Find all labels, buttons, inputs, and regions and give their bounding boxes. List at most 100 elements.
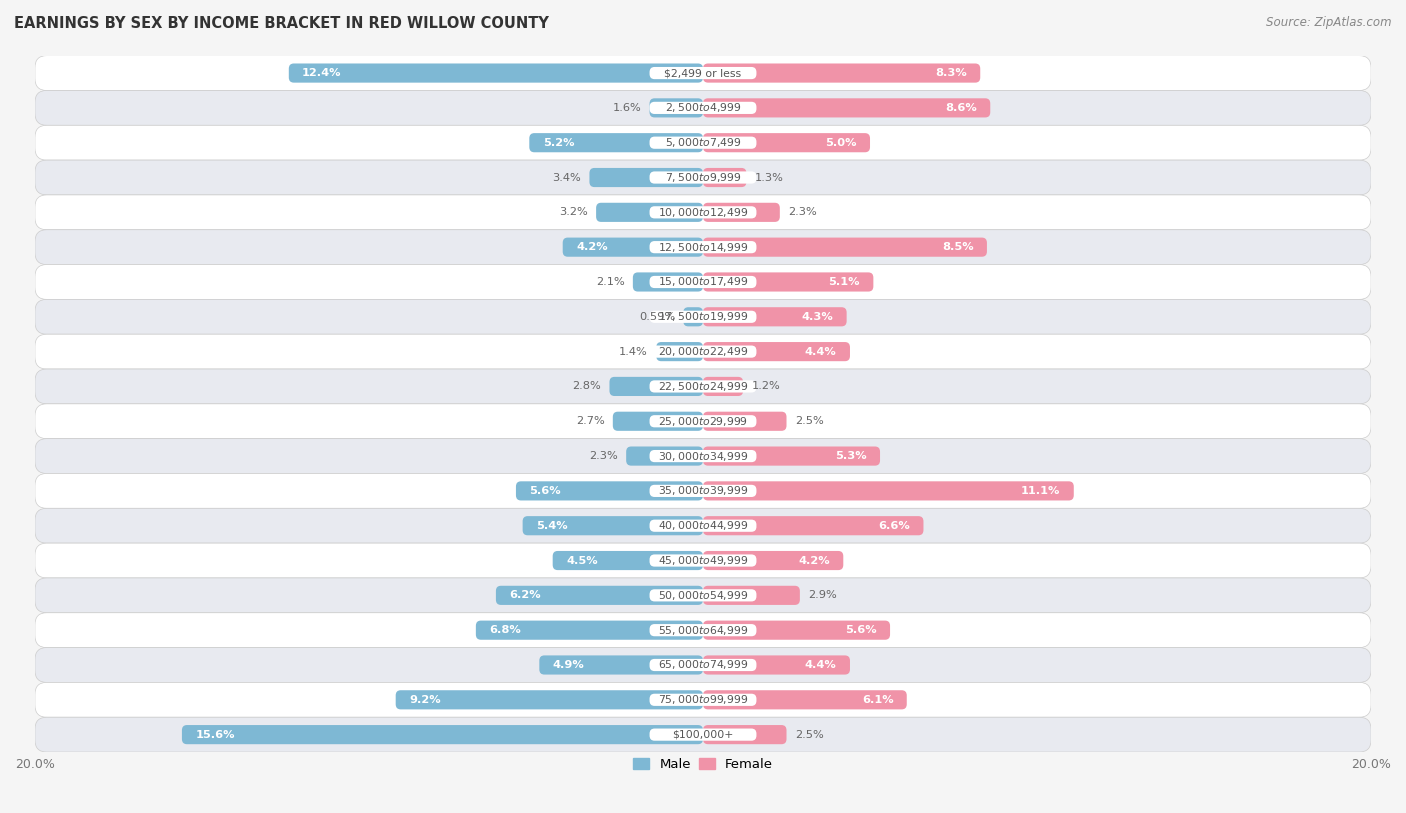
Text: $2,500 to $4,999: $2,500 to $4,999 [665, 102, 741, 115]
Text: 6.8%: 6.8% [489, 625, 522, 635]
FancyBboxPatch shape [35, 404, 1371, 439]
Text: $5,000 to $7,499: $5,000 to $7,499 [665, 137, 741, 150]
FancyBboxPatch shape [650, 415, 756, 428]
Text: Source: ZipAtlas.com: Source: ZipAtlas.com [1267, 16, 1392, 29]
Text: 8.3%: 8.3% [935, 68, 967, 78]
FancyBboxPatch shape [35, 195, 1371, 230]
Text: $50,000 to $54,999: $50,000 to $54,999 [658, 589, 748, 602]
Text: 2.3%: 2.3% [589, 451, 617, 461]
Text: 1.4%: 1.4% [619, 346, 648, 357]
Text: 5.2%: 5.2% [543, 137, 574, 148]
FancyBboxPatch shape [650, 450, 756, 462]
FancyBboxPatch shape [562, 237, 703, 257]
Text: 9.2%: 9.2% [409, 695, 440, 705]
FancyBboxPatch shape [529, 133, 703, 152]
Text: $22,500 to $24,999: $22,500 to $24,999 [658, 380, 748, 393]
Text: $30,000 to $34,999: $30,000 to $34,999 [658, 450, 748, 463]
Text: 0.59%: 0.59% [638, 312, 675, 322]
FancyBboxPatch shape [650, 98, 703, 117]
Text: EARNINGS BY SEX BY INCOME BRACKET IN RED WILLOW COUNTY: EARNINGS BY SEX BY INCOME BRACKET IN RED… [14, 16, 548, 31]
FancyBboxPatch shape [703, 168, 747, 187]
Text: 1.3%: 1.3% [755, 172, 783, 182]
FancyBboxPatch shape [35, 125, 1371, 160]
Text: $40,000 to $44,999: $40,000 to $44,999 [658, 520, 748, 533]
Text: $100,000+: $100,000+ [672, 729, 734, 740]
FancyBboxPatch shape [181, 725, 703, 744]
FancyBboxPatch shape [540, 655, 703, 675]
FancyBboxPatch shape [703, 551, 844, 570]
Text: 2.7%: 2.7% [575, 416, 605, 426]
Text: $75,000 to $99,999: $75,000 to $99,999 [658, 693, 748, 706]
Text: 4.9%: 4.9% [553, 660, 585, 670]
FancyBboxPatch shape [650, 67, 756, 79]
FancyBboxPatch shape [613, 411, 703, 431]
Text: $20,000 to $22,499: $20,000 to $22,499 [658, 345, 748, 358]
Text: $45,000 to $49,999: $45,000 to $49,999 [658, 554, 748, 567]
FancyBboxPatch shape [703, 133, 870, 152]
Text: $55,000 to $64,999: $55,000 to $64,999 [658, 624, 748, 637]
Text: 3.4%: 3.4% [553, 172, 581, 182]
FancyBboxPatch shape [35, 55, 1371, 90]
Text: 3.2%: 3.2% [560, 207, 588, 217]
Text: 4.3%: 4.3% [801, 312, 834, 322]
Text: 1.6%: 1.6% [613, 103, 641, 113]
FancyBboxPatch shape [650, 728, 756, 741]
FancyBboxPatch shape [703, 655, 851, 675]
FancyBboxPatch shape [703, 725, 786, 744]
FancyBboxPatch shape [35, 369, 1371, 404]
FancyBboxPatch shape [35, 160, 1371, 195]
FancyBboxPatch shape [589, 168, 703, 187]
Text: 4.4%: 4.4% [804, 346, 837, 357]
Text: 4.5%: 4.5% [567, 555, 598, 566]
Text: $17,500 to $19,999: $17,500 to $19,999 [658, 311, 748, 324]
Text: 15.6%: 15.6% [195, 729, 235, 740]
FancyBboxPatch shape [650, 276, 756, 288]
FancyBboxPatch shape [516, 481, 703, 501]
FancyBboxPatch shape [475, 620, 703, 640]
Text: $10,000 to $12,499: $10,000 to $12,499 [658, 206, 748, 219]
FancyBboxPatch shape [35, 334, 1371, 369]
FancyBboxPatch shape [35, 648, 1371, 682]
FancyBboxPatch shape [35, 717, 1371, 752]
FancyBboxPatch shape [553, 551, 703, 570]
Text: $65,000 to $74,999: $65,000 to $74,999 [658, 659, 748, 672]
FancyBboxPatch shape [703, 516, 924, 535]
FancyBboxPatch shape [703, 202, 780, 222]
FancyBboxPatch shape [35, 543, 1371, 578]
FancyBboxPatch shape [703, 411, 786, 431]
FancyBboxPatch shape [657, 342, 703, 361]
Text: $35,000 to $39,999: $35,000 to $39,999 [658, 485, 748, 498]
Text: 2.9%: 2.9% [808, 590, 837, 600]
FancyBboxPatch shape [650, 241, 756, 254]
FancyBboxPatch shape [35, 508, 1371, 543]
FancyBboxPatch shape [703, 272, 873, 292]
FancyBboxPatch shape [35, 613, 1371, 648]
FancyBboxPatch shape [596, 202, 703, 222]
FancyBboxPatch shape [703, 98, 990, 117]
Text: 2.8%: 2.8% [572, 381, 602, 391]
FancyBboxPatch shape [703, 620, 890, 640]
FancyBboxPatch shape [650, 311, 756, 323]
Text: 6.1%: 6.1% [862, 695, 893, 705]
FancyBboxPatch shape [650, 520, 756, 532]
FancyBboxPatch shape [703, 586, 800, 605]
FancyBboxPatch shape [626, 446, 703, 466]
FancyBboxPatch shape [650, 693, 756, 706]
FancyBboxPatch shape [609, 377, 703, 396]
FancyBboxPatch shape [288, 63, 703, 83]
FancyBboxPatch shape [35, 682, 1371, 717]
FancyBboxPatch shape [35, 439, 1371, 473]
Text: 11.1%: 11.1% [1021, 486, 1060, 496]
FancyBboxPatch shape [703, 237, 987, 257]
FancyBboxPatch shape [523, 516, 703, 535]
FancyBboxPatch shape [650, 554, 756, 567]
FancyBboxPatch shape [650, 624, 756, 637]
FancyBboxPatch shape [35, 264, 1371, 299]
Text: 4.2%: 4.2% [799, 555, 830, 566]
FancyBboxPatch shape [650, 137, 756, 149]
FancyBboxPatch shape [703, 377, 744, 396]
Text: 5.1%: 5.1% [828, 277, 860, 287]
Text: 4.2%: 4.2% [576, 242, 607, 252]
FancyBboxPatch shape [650, 589, 756, 602]
Text: 6.6%: 6.6% [879, 520, 910, 531]
